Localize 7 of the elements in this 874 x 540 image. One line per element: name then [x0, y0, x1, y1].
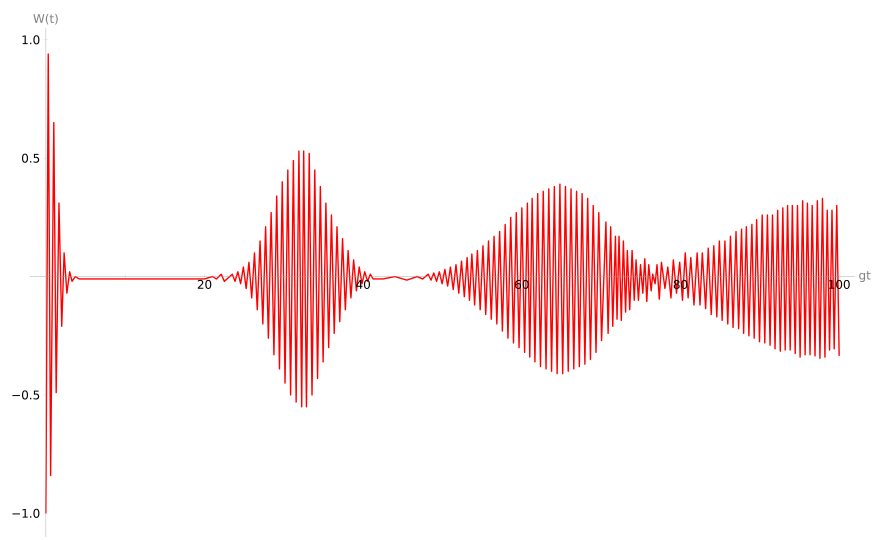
x-axis-title: gt [859, 271, 871, 282]
y-tick-label: 0.5 [22, 154, 40, 163]
x-tick-label: 20 [198, 280, 212, 289]
y-tick-label: −0.5 [12, 390, 40, 400]
y-axis-title: W(t) [33, 14, 58, 24]
y-tick-label: −1.0 [12, 508, 40, 518]
y-tick-label: 1.0 [22, 35, 40, 44]
